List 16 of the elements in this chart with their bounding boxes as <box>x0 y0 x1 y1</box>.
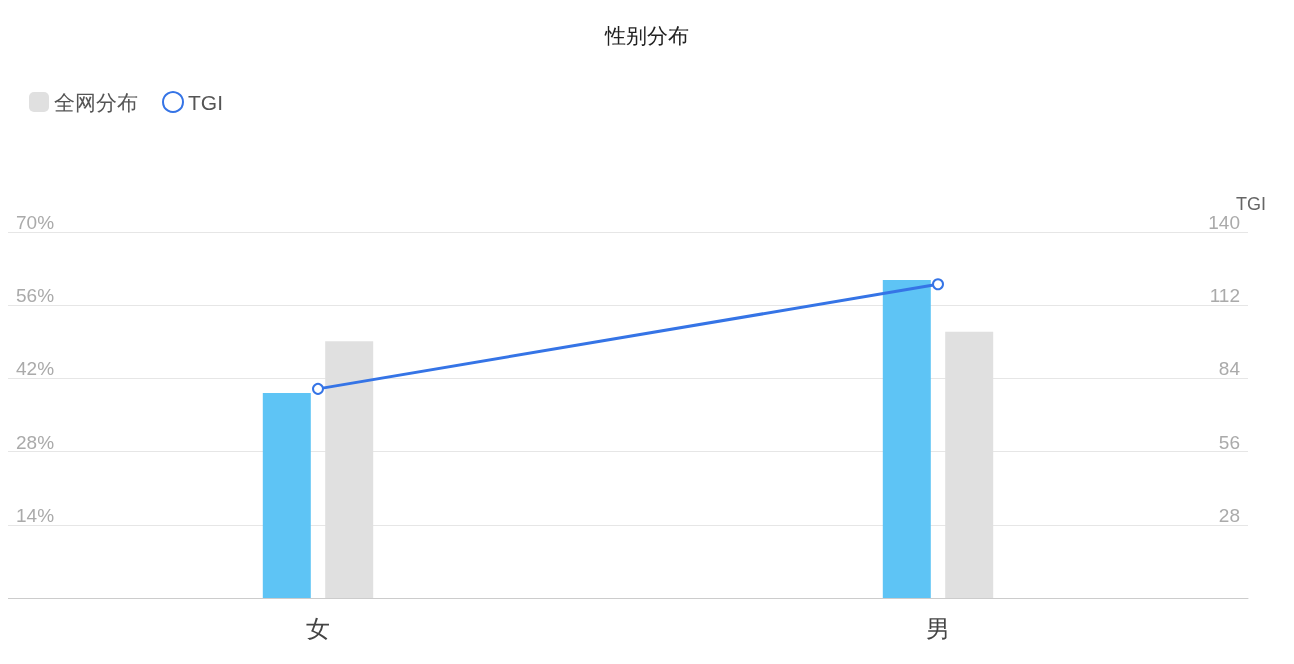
y2-axis-title: TGI <box>1236 194 1266 215</box>
y-tick-label: 70% <box>16 212 55 233</box>
y2-tick-label: 56 <box>1218 431 1240 453</box>
chart-title: 性别分布 <box>604 24 689 47</box>
legend-label: 全网分布 <box>54 90 138 114</box>
y-tick-label: 14% <box>16 504 55 526</box>
y-tick-label: 56% <box>16 285 55 307</box>
y2-tick-label: 112 <box>1209 285 1240 307</box>
legend-label: TGI <box>188 90 223 114</box>
y2-tick-label: 84 <box>1218 358 1241 380</box>
y2-tick-label: 28 <box>1218 504 1240 526</box>
x-tick-label: 女 <box>306 614 330 642</box>
y-tick-label: 28% <box>16 431 55 453</box>
y-tick-label: 42% <box>16 358 55 380</box>
x-tick-label: 男 <box>926 614 950 642</box>
y2-tick-label: 140 <box>1208 212 1240 233</box>
